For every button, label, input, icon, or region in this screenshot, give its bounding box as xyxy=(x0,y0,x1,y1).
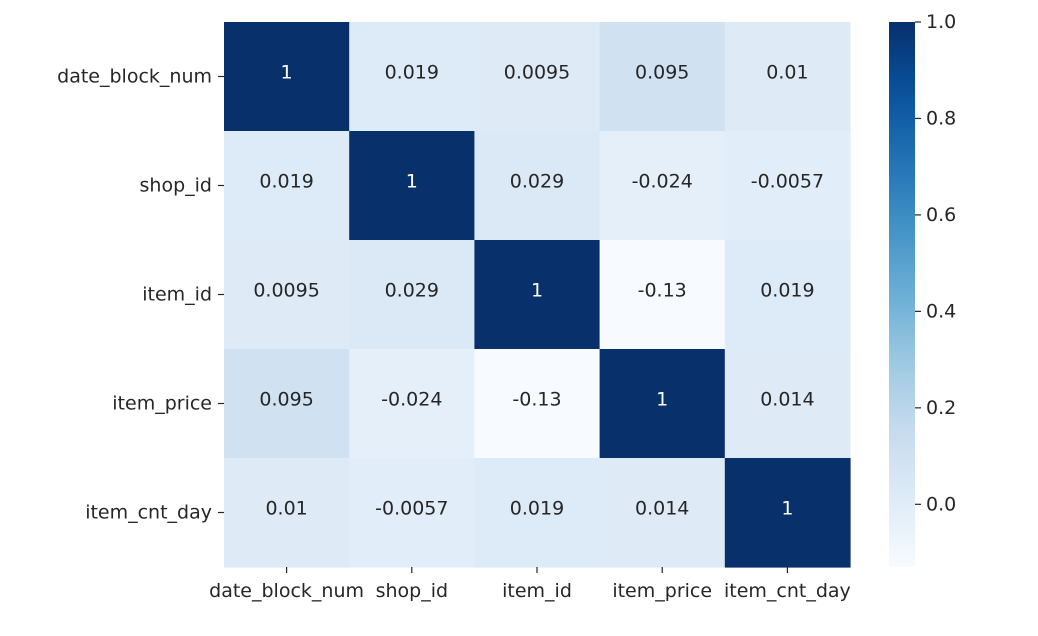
cell-value-label: -0.024 xyxy=(381,389,442,411)
heatmap-cell xyxy=(349,22,475,132)
cell-value-label: 0.014 xyxy=(760,389,814,411)
y-axis: date_block_num shop_id item_id item_priceit… xyxy=(57,66,224,524)
colorbar-tick-label: 0.8 xyxy=(926,107,956,129)
cell-value-label: 0.029 xyxy=(385,280,439,302)
heatmap-cell xyxy=(224,240,350,350)
heatmap-cell xyxy=(474,458,601,568)
heatmap-cell xyxy=(224,131,350,241)
colorbar-tick-label: 0.0 xyxy=(926,493,956,515)
cell-value-label: 0.01 xyxy=(265,498,307,520)
colorbar-ticks: 0.0 0.2 0.4 0.6 0.8 1.0 xyxy=(915,11,956,515)
heatmap-cell xyxy=(224,458,350,568)
y-tick-label: item_cnt_day xyxy=(85,502,212,524)
cell-value-label: 0.095 xyxy=(635,62,689,84)
cell-value-label: -0.13 xyxy=(638,280,687,302)
colorbar-gradient xyxy=(889,22,915,567)
colorbar-tick-label: 1.0 xyxy=(926,11,956,33)
heatmap-cell xyxy=(724,131,851,241)
cell-value-label: 0.095 xyxy=(259,389,313,411)
x-axis: date_block_num shop_id item_id item_price it… xyxy=(209,567,851,602)
cell-value-label: 0.029 xyxy=(510,171,564,193)
cell-value-label: 1 xyxy=(531,280,543,302)
heatmap-cell xyxy=(599,458,726,568)
heatmap-cell xyxy=(724,240,851,350)
heatmap-cell xyxy=(474,349,601,459)
heatmap-cell xyxy=(599,240,726,350)
cell-value-label: 0.0095 xyxy=(253,280,319,302)
colorbar-tick-label: 0.6 xyxy=(926,204,956,226)
x-tick-label: date_block_num xyxy=(209,580,364,602)
colorbar-tick-label: 0.4 xyxy=(926,300,956,322)
cell-value-label: 0.019 xyxy=(510,498,564,520)
cell-value-label: -0.13 xyxy=(512,389,561,411)
heatmap-cell xyxy=(474,240,601,350)
cell-value-label: 1 xyxy=(281,62,293,84)
heatmap-cell xyxy=(349,349,475,459)
cell-value-label: -0.024 xyxy=(632,171,693,193)
heatmap-cell xyxy=(724,349,851,459)
heatmap-cell xyxy=(349,458,475,568)
cell-value-label: 0.019 xyxy=(385,62,439,84)
colorbar-tick-label: 0.2 xyxy=(926,397,956,419)
cell-value-label: 1 xyxy=(656,389,668,411)
heatmap-cell xyxy=(724,22,851,132)
y-tick-label: date_block_num xyxy=(57,66,212,88)
heatmap-cell xyxy=(349,240,475,350)
cell-value-label: -0.0057 xyxy=(751,171,824,193)
cell-value-label: -0.0057 xyxy=(375,498,448,520)
y-tick-label: shop_id xyxy=(140,175,212,197)
heatmap-cell xyxy=(474,22,601,132)
cell-value-label: 1 xyxy=(781,498,793,520)
x-tick-label: item_price xyxy=(612,580,712,602)
heatmap-cell xyxy=(724,458,851,568)
heatmap-cell xyxy=(474,131,601,241)
heatmap-cells: 1 0.019 0.0095 0.095 0.01 0.019 1 0.029 -0.024 -0… xyxy=(224,22,851,568)
cell-value-label: 0.0095 xyxy=(504,62,570,84)
colorbar: 0.0 0.2 0.4 0.6 0.8 1.0 xyxy=(889,11,956,567)
x-tick-label: item_id xyxy=(502,580,572,602)
heatmap-cell xyxy=(224,22,350,132)
heatmap-cell xyxy=(599,131,726,241)
heatmap-cell xyxy=(349,131,475,241)
cell-value-label: 1 xyxy=(406,171,418,193)
cell-value-label: 0.019 xyxy=(760,280,814,302)
cell-value-label: 0.019 xyxy=(259,171,313,193)
cell-value-label: 0.01 xyxy=(766,62,808,84)
heatmap-cell xyxy=(599,22,726,132)
x-tick-label: shop_id xyxy=(376,580,448,602)
heatmap-cell xyxy=(599,349,726,459)
cell-value-label: 0.014 xyxy=(635,498,689,520)
heatmap-cell xyxy=(224,349,350,459)
y-tick-label: item_id xyxy=(142,284,212,306)
y-tick-label: item_price xyxy=(112,393,212,415)
x-tick-label: item_cnt_day xyxy=(724,580,851,602)
